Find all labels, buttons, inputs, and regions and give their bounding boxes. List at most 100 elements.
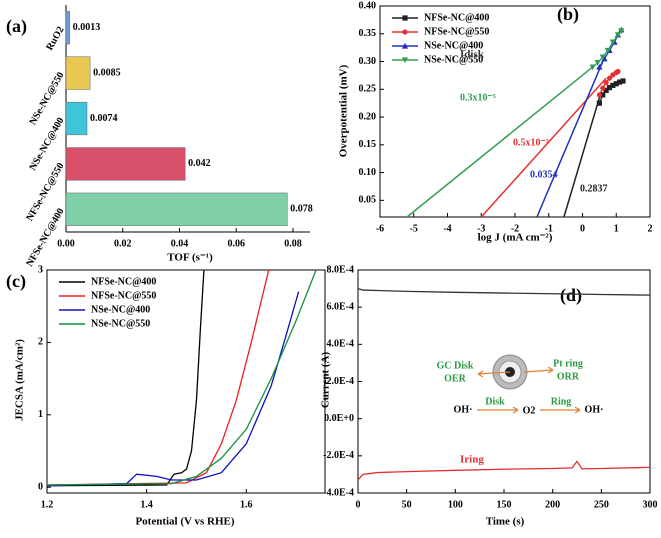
x-tick-label: -2 <box>511 223 519 234</box>
marker <box>615 68 621 75</box>
x-tick-label: 300 <box>643 499 658 510</box>
value-label: 0.0013 <box>73 22 101 33</box>
marker <box>599 54 606 61</box>
x-axis-title: Time (s) <box>486 516 525 528</box>
x-tick-label: 0.06 <box>227 238 245 249</box>
marker <box>614 32 622 38</box>
annotation: OER <box>444 373 466 384</box>
inset-diagram: GC Disk OER Pt ring ORR OH· Disk O2 Ring OH· <box>437 354 604 416</box>
marker <box>589 64 596 71</box>
legend-label: NSe-NC@400 <box>91 304 150 315</box>
x-axis-title: Potential (V vs RHE) <box>135 516 234 528</box>
arrow <box>477 406 519 414</box>
annotation: GC Disk <box>437 360 474 371</box>
marker <box>594 60 601 66</box>
y-tick-label: 0.05 <box>359 195 377 206</box>
legend-label: NSe-NC@550 <box>424 54 483 65</box>
x-tick-label: 0.08 <box>284 238 302 249</box>
y-tick-label: 0.0E+0 <box>324 413 354 424</box>
y-tick-label: 0.30 <box>359 56 377 67</box>
marker <box>604 47 611 54</box>
x-tick-label: 1.6 <box>240 499 253 510</box>
x-tick-label: 100 <box>448 499 463 510</box>
bar <box>65 56 91 90</box>
series-line <box>46 291 300 487</box>
panel-label: (a) <box>6 16 27 37</box>
series-line <box>357 287 651 296</box>
marker <box>596 63 603 70</box>
panel-label: (c) <box>6 271 26 292</box>
marker <box>600 92 606 98</box>
marker <box>603 80 609 86</box>
marker <box>596 100 602 106</box>
plot-frame <box>379 5 651 218</box>
marker <box>600 85 606 91</box>
y-tick-label: 0.20 <box>359 111 377 122</box>
y-tick-label: -2.0E-4 <box>323 450 354 461</box>
y-tick-label: 0.25 <box>359 84 377 95</box>
value-label: 0.078 <box>290 204 313 215</box>
y-tick-label: 2.0E-4 <box>327 376 355 387</box>
legend-label: NFSe-NC@550 <box>424 26 489 37</box>
plot-frame <box>46 269 326 494</box>
legend-label: NFSe-NC@400 <box>91 276 156 287</box>
y-tick-label: 0.15 <box>359 139 377 150</box>
fit-label: 0.5x10⁻³ <box>513 137 549 148</box>
x-tick-label: -6 <box>376 223 384 234</box>
y-tick-label: 6.0E-4 <box>327 301 355 312</box>
legend-label: NSe-NC@400 <box>424 40 483 51</box>
marker <box>606 75 613 81</box>
x-tick-label: 0 <box>356 499 361 510</box>
x-tick-label: 250 <box>594 499 609 510</box>
series-label: Idisk <box>460 49 485 61</box>
series-line <box>46 269 270 486</box>
y-tick-label: 1 <box>38 409 43 420</box>
y-axis-title: Current (A) <box>320 352 332 409</box>
bar <box>65 192 288 226</box>
annotation: O2 <box>523 405 536 416</box>
x-tick-label: -5 <box>410 223 418 234</box>
y-tick-label: 2 <box>38 337 43 348</box>
y-tick-label: -4.0E-4 <box>323 487 354 498</box>
legend-label: NFSe-NC@550 <box>91 290 156 301</box>
legend-label: NFSe-NC@400 <box>424 12 489 23</box>
y-tick-label: 0 <box>38 482 43 493</box>
x-tick-label: 0 <box>580 223 585 234</box>
marker <box>596 92 602 98</box>
marker <box>401 42 409 49</box>
arrow <box>477 370 511 378</box>
marker <box>613 81 619 87</box>
marker <box>620 78 626 84</box>
arrow <box>523 366 554 374</box>
fit-line <box>536 61 604 218</box>
bar <box>65 147 186 181</box>
x-axis-title: log J (mA cm⁻²) <box>478 232 553 244</box>
y-axis-title: Overpotential (mV) <box>338 64 350 157</box>
fit-line <box>406 66 594 218</box>
value-label: 0.042 <box>188 158 211 169</box>
annotation: OH· <box>585 404 604 415</box>
value-label: 0.0074 <box>90 113 118 124</box>
panel-label: (d) <box>560 285 582 306</box>
marker <box>610 82 616 89</box>
annotation: ORR <box>557 371 580 382</box>
x-tick-label: -3 <box>477 223 485 234</box>
annotation: Disk <box>485 396 505 407</box>
bar <box>65 101 88 136</box>
marker <box>402 29 408 35</box>
x-tick-label: 150 <box>497 499 512 510</box>
marker <box>402 15 408 21</box>
marker <box>606 85 613 91</box>
fit-label: 0.0354 <box>530 169 558 180</box>
category-label: RuO2 <box>44 25 66 53</box>
series-line <box>357 460 651 481</box>
fit-label: 0.3x10⁻⁵ <box>460 92 496 103</box>
annotation: Pt ring <box>553 358 583 369</box>
x-tick-label: -1 <box>545 223 553 234</box>
bar <box>65 11 70 45</box>
x-axis-title: TOF (s⁻¹) <box>167 252 213 264</box>
y-axis-title: JECSA (mA/cm²) <box>14 339 26 421</box>
annotation: OH· <box>454 404 473 415</box>
series-line <box>46 269 205 487</box>
